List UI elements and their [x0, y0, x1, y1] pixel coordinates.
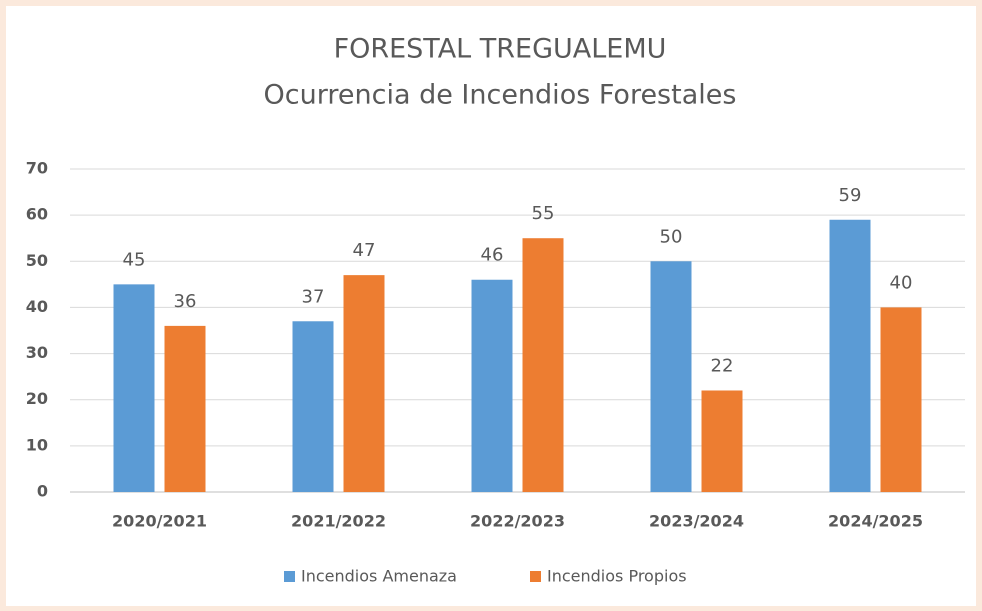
chart-subtitle: Ocurrencia de Incendios Forestales [264, 80, 737, 111]
legend-label: Incendios Amenaza [301, 567, 457, 586]
data-label: 40 [890, 272, 913, 293]
y-tick-label: 10 [26, 435, 48, 454]
data-label: 22 [711, 355, 734, 376]
x-tick-label: 2022/2023 [470, 512, 565, 531]
bar [650, 261, 692, 492]
x-tick-label: 2024/2025 [828, 512, 923, 531]
bar [880, 307, 922, 492]
x-tick-label: 2020/2021 [112, 512, 207, 531]
bar [113, 284, 155, 492]
bar [471, 279, 513, 492]
x-tick-label: 2023/2024 [649, 512, 744, 531]
legend-swatch [530, 571, 541, 582]
y-tick-label: 50 [26, 251, 48, 270]
data-label: 45 [123, 249, 146, 270]
bar [701, 390, 743, 492]
y-tick-label: 20 [26, 389, 48, 408]
y-tick-label: 70 [26, 159, 48, 178]
legend-swatch [284, 571, 295, 582]
bar [164, 325, 206, 492]
y-tick-label: 40 [26, 297, 48, 316]
bar [292, 321, 334, 492]
data-label: 55 [532, 203, 555, 224]
data-label: 47 [353, 240, 376, 261]
y-tick-label: 60 [26, 205, 48, 224]
data-label: 59 [839, 185, 862, 206]
y-tick-label: 0 [37, 482, 48, 501]
legend-label: Incendios Propios [547, 567, 687, 586]
data-label: 50 [660, 226, 683, 247]
data-label: 36 [174, 291, 197, 312]
x-tick-label: 2021/2022 [291, 512, 386, 531]
bar [343, 275, 385, 492]
data-label: 37 [302, 286, 325, 307]
bar [522, 238, 564, 492]
data-label: 46 [481, 245, 504, 266]
bar [829, 219, 871, 492]
y-tick-label: 30 [26, 343, 48, 362]
chart-title: FORESTAL TREGUALEMU [334, 34, 667, 65]
